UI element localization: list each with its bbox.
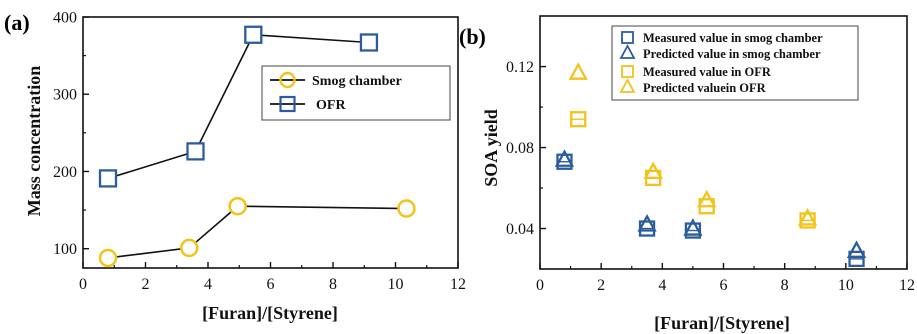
panel-b-legend-frame <box>611 25 859 101</box>
panel-a-x-tick-label: 6 <box>267 276 275 293</box>
panel-a-series-line <box>107 33 369 180</box>
panel-a-circle-point <box>228 196 247 216</box>
panel-a-x-axis-label: [Furan]/[Styrene] <box>202 303 338 323</box>
panel-a-y-tick-label: 200 <box>53 164 77 181</box>
panel-b-triangle-point <box>797 207 818 226</box>
panel-b-triangle-point <box>643 161 663 180</box>
legend-label-predicted-ofr: Predicted valuein OFR <box>643 81 767 95</box>
panel-a-square-point <box>244 25 263 44</box>
legend-square-yellow <box>621 65 634 78</box>
panel-a-circle-point <box>98 248 118 268</box>
legend-label-ofr: OFR <box>316 98 346 113</box>
panel-a-label: (a) <box>4 10 30 35</box>
panel-b-y-axis-label: SOA yield <box>481 109 501 187</box>
panel-b-x-tick-label: 8 <box>781 277 789 294</box>
panel-a-axes-frame <box>82 16 459 269</box>
panel-a-y-ticks: 100 200 300 400 <box>53 10 89 258</box>
panel-a-y-tick-label: 300 <box>53 87 77 104</box>
panel-b-series-4 <box>568 62 818 226</box>
panel-b-x-tick-label: 0 <box>536 277 544 294</box>
panel-a-x-tick-label: 12 <box>450 276 466 293</box>
panel-b-y-tick-label: 0.08 <box>506 140 534 157</box>
panel-b-triangle-point <box>568 62 588 80</box>
panel-b-triangle-point <box>637 214 657 232</box>
panel-b-plot-area <box>539 15 908 270</box>
panel-b: (b) 0 2 4 6 8 10 12 0.04 0.08 0.12 [Furan]/[Styr… <box>459 15 915 333</box>
panel-a-circle-point <box>397 199 416 218</box>
panel-b-series-2 <box>554 149 867 258</box>
panel-a-x-tick-label: 8 <box>329 276 337 293</box>
panel-a-x-tick-label: 2 <box>142 276 150 293</box>
panel-a-square-point <box>186 142 205 161</box>
panel-a-x-tick-label: 0 <box>79 276 87 293</box>
legend-circle-marker <box>279 71 296 89</box>
panel-a-y-axis-label: Mass concentration <box>24 66 44 216</box>
panel-b-triangle-point <box>697 189 717 208</box>
panel-b-triangle-point <box>554 149 575 167</box>
panel-b-x-axis-label: [Furan]/[Styrene] <box>654 313 790 333</box>
legend-triangle-blue <box>619 44 636 59</box>
panel-b-series-3 <box>570 111 816 229</box>
panel-a-y-tick-label: 100 <box>53 241 77 258</box>
panel-b-x-tick-label: 10 <box>838 277 854 294</box>
panel-b-legend: Measured value in smog chamber Predicted… <box>611 25 859 101</box>
panel-b-y-tick-label: 0.12 <box>506 59 534 76</box>
legend-triangle-yellow <box>619 78 636 93</box>
panel-b-series-1 <box>556 153 865 268</box>
panel-b-x-tick-label: 6 <box>720 277 728 294</box>
panel-b-triangle-point <box>683 218 703 236</box>
panel-a-x-tick-label: 10 <box>388 276 404 293</box>
legend-square-blue <box>621 31 634 44</box>
panel-a: (a) 0 2 4 6 8 10 12 100 200 300 400 [Furan]/[Styr… <box>4 10 466 324</box>
panel-a-y-tick-label: 400 <box>53 10 77 27</box>
legend-label-smog-chamber: Smog chamber <box>312 74 402 89</box>
legend-label-predicted-smog: Predicted value in smog chamber <box>643 47 821 61</box>
panel-a-x-tick-label: 4 <box>204 276 212 293</box>
panel-a-square-point <box>98 169 118 188</box>
panel-b-x-tick-label: 4 <box>658 277 666 294</box>
legend-label-measured-ofr: Measured value in OFR <box>643 65 772 79</box>
panel-a-circle-point <box>180 238 199 258</box>
legend-label-measured-smog: Measured value in smog chamber <box>643 31 823 45</box>
panel-b-x-tick-label: 2 <box>597 277 605 294</box>
panel-b-x-ticks: 0 2 4 6 8 10 12 <box>536 263 915 294</box>
panel-b-x-tick-label: 12 <box>899 277 915 294</box>
panel-a-plot-area <box>82 16 459 269</box>
panel-a-legend: Smog chamber OFR <box>261 65 451 121</box>
panel-b-triangle-point <box>846 240 867 258</box>
panel-a-series-1 <box>98 196 416 268</box>
legend-square-marker <box>279 95 296 113</box>
panel-a-series-2 <box>98 25 379 188</box>
panel-b-y-ticks: 0.04 0.08 0.12 <box>506 59 546 238</box>
panel-a-x-ticks: 0 2 4 6 8 10 12 <box>79 262 466 293</box>
panel-a-series-line <box>107 205 407 259</box>
panel-b-label: (b) <box>459 24 486 49</box>
panel-b-y-tick-label: 0.04 <box>506 221 534 238</box>
panel-a-square-point <box>359 33 379 52</box>
